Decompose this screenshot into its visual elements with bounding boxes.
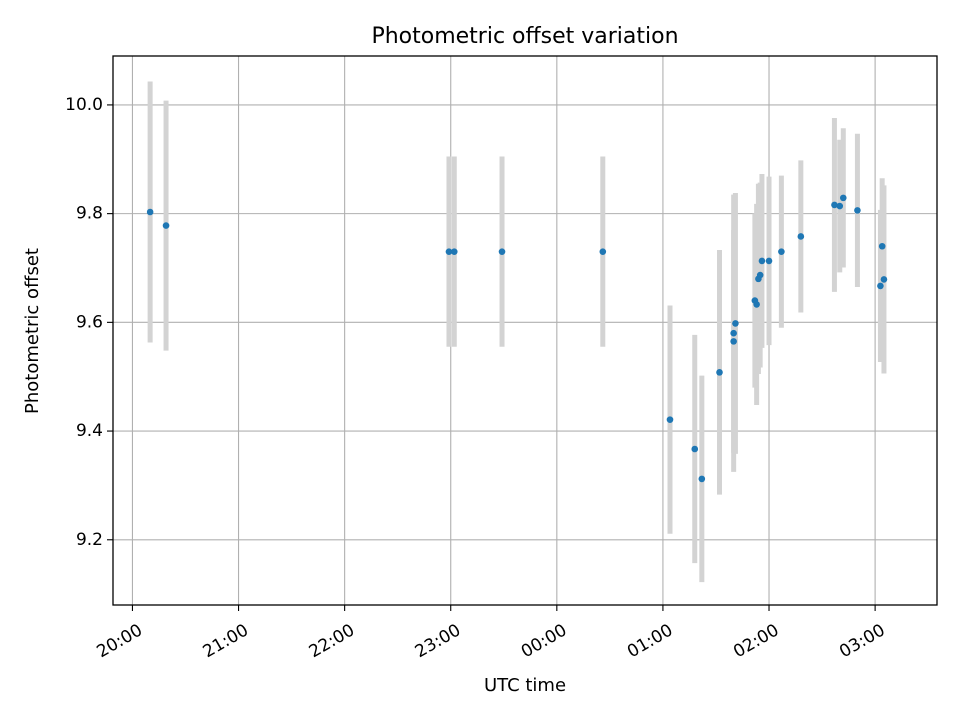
y-tick-label: 9.4 xyxy=(76,421,103,441)
point-layer xyxy=(146,194,888,483)
data-point xyxy=(730,338,737,345)
grid-layer xyxy=(113,56,937,605)
plot-frame xyxy=(112,55,938,606)
data-point xyxy=(758,257,766,265)
data-point xyxy=(162,222,170,229)
y-tick-label: 9.6 xyxy=(76,312,103,332)
y-tick-label: 9.8 xyxy=(76,204,103,224)
data-point xyxy=(732,320,739,327)
data-point xyxy=(778,248,785,255)
data-point xyxy=(765,257,773,265)
data-point xyxy=(797,233,805,240)
data-point xyxy=(730,329,737,337)
x-axis-label: UTC time xyxy=(484,675,566,696)
data-point xyxy=(691,445,699,453)
data-point xyxy=(877,282,884,290)
data-point xyxy=(753,301,760,308)
data-point xyxy=(450,248,458,255)
data-point xyxy=(666,416,674,423)
data-point xyxy=(445,248,453,255)
y-tick-label: 9.2 xyxy=(76,530,103,550)
data-point xyxy=(878,242,886,250)
data-point xyxy=(836,202,844,210)
chart-title: Photometric offset variation xyxy=(371,24,678,49)
data-point xyxy=(880,276,888,283)
data-point xyxy=(146,208,154,216)
y-axis: 9.2 9.4 9.6 9.8 10.0 xyxy=(65,95,113,550)
data-point xyxy=(854,207,861,214)
data-point xyxy=(839,194,847,202)
data-point xyxy=(716,369,723,376)
data-point xyxy=(599,248,607,255)
data-point xyxy=(698,475,706,483)
data-point xyxy=(498,248,506,255)
data-point xyxy=(756,271,764,279)
y-axis-label: Photometric offset xyxy=(22,248,43,414)
y-tick-label: 10.0 xyxy=(65,95,103,115)
data-point xyxy=(831,201,838,209)
